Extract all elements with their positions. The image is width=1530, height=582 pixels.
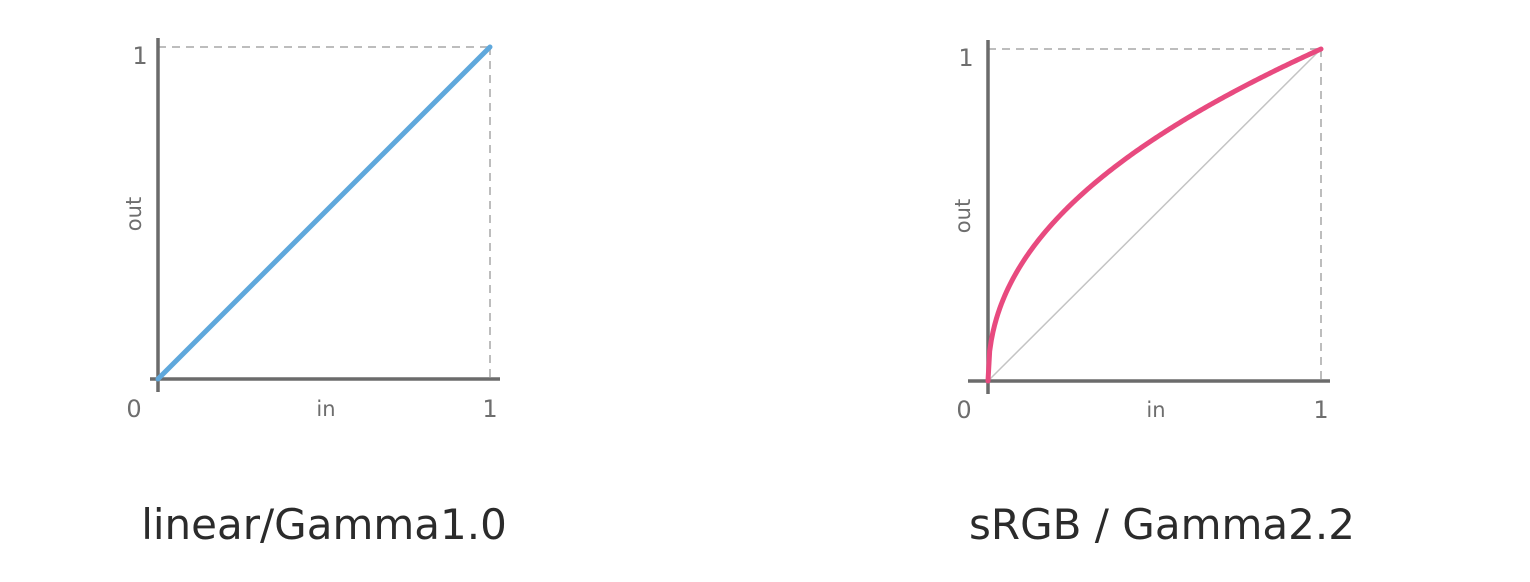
series-layer <box>155 44 493 382</box>
series-layer <box>985 46 1324 384</box>
x-axis-label: in <box>1146 398 1165 422</box>
x-tick-label: 1 <box>1313 396 1328 424</box>
y-tick-label: 1 <box>958 44 973 72</box>
y-tick-label: 1 <box>132 42 147 70</box>
chart-caption: linear/Gamma1.0 <box>141 500 507 549</box>
x-axis-label: in <box>316 397 335 421</box>
chart-srgb: 1 0 1 in out sRGB / Gamma2.2 <box>951 40 1355 549</box>
y-axis-label: out <box>951 199 975 233</box>
y-axis-label: out <box>122 197 146 231</box>
srgb-gamma-curve <box>985 46 1324 384</box>
reference-line <box>987 48 1322 382</box>
x-tick-label: 1 <box>482 395 497 423</box>
linear-gamma-line <box>155 44 493 382</box>
x-tick-label: 0 <box>956 396 971 424</box>
chart-linear: 1 0 1 in out linear/Gamma1.0 <box>122 38 507 549</box>
chart-caption: sRGB / Gamma2.2 <box>969 500 1355 549</box>
x-tick-label: 0 <box>126 395 141 423</box>
